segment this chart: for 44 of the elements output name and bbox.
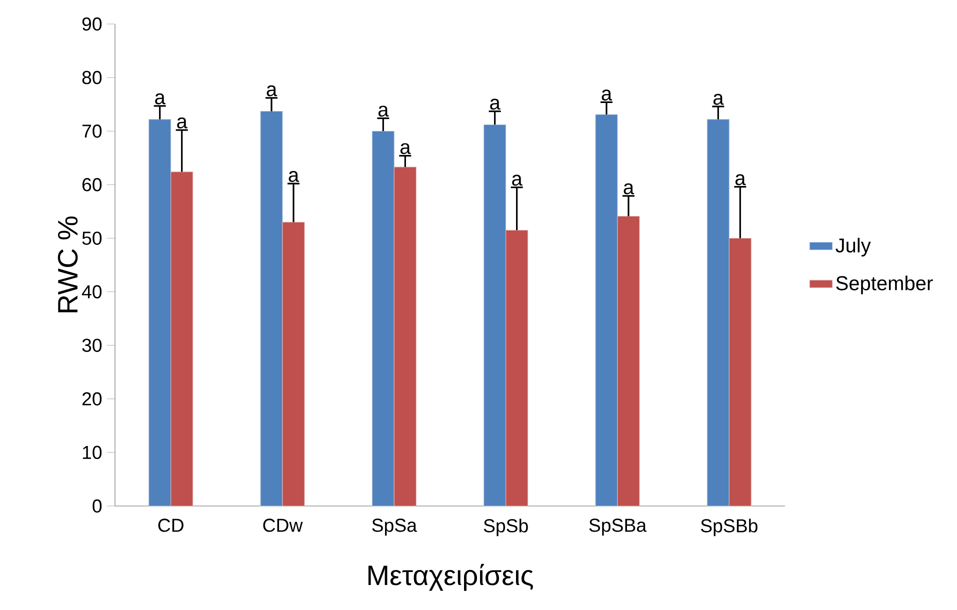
bar [595, 114, 618, 506]
y-tick-label: 50 [82, 232, 102, 245]
data-label: a [735, 174, 746, 186]
x-tick-label: SpSBb [700, 518, 758, 536]
x-tick-label: CDw [263, 518, 303, 532]
y-tick-label: 70 [82, 124, 102, 138]
bar [260, 111, 283, 506]
bar [148, 119, 172, 506]
x-tick-label: SpSb [484, 518, 528, 536]
x-tick-label: SpSBa [589, 518, 647, 536]
data-label: a [624, 183, 634, 194]
bar [394, 166, 416, 506]
y-tick-label: 20 [82, 392, 102, 406]
bar [372, 130, 394, 506]
y-tick-label: 90 [82, 17, 102, 31]
x-tick-label: SpSa [372, 518, 418, 536]
data-label: a [490, 98, 500, 110]
y-axis-title: RWC % [58, 216, 78, 312]
y-tick-label: 60 [82, 178, 102, 192]
data-label: a [378, 106, 389, 117]
x-tick-label: CD [158, 518, 184, 532]
data-label: a [155, 93, 166, 104]
bar [506, 230, 528, 506]
legend-label: July [836, 238, 871, 256]
legend-label: September [836, 276, 933, 294]
data-label: a [602, 90, 612, 101]
data-label: a [713, 94, 724, 105]
data-label: a [177, 117, 188, 128]
bar [484, 124, 506, 506]
y-tick-label: 40 [82, 285, 102, 298]
data-label: a [288, 171, 300, 182]
data-label: a [512, 174, 522, 186]
bar [617, 216, 640, 506]
bar [706, 119, 730, 506]
bar [282, 222, 305, 506]
bar [728, 238, 752, 506]
y-tick-label: 80 [82, 70, 102, 84]
x-axis-title: Μεταχειρίσεις [368, 564, 533, 591]
bar [170, 172, 194, 506]
data-label: a [266, 85, 278, 96]
data-label: a [400, 143, 411, 154]
y-tick-label: 30 [82, 338, 102, 352]
y-tick-label: 0 [92, 499, 102, 513]
y-tick-label: 10 [82, 446, 102, 460]
